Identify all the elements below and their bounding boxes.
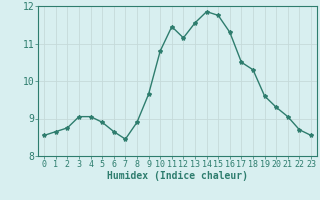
X-axis label: Humidex (Indice chaleur): Humidex (Indice chaleur) <box>107 171 248 181</box>
